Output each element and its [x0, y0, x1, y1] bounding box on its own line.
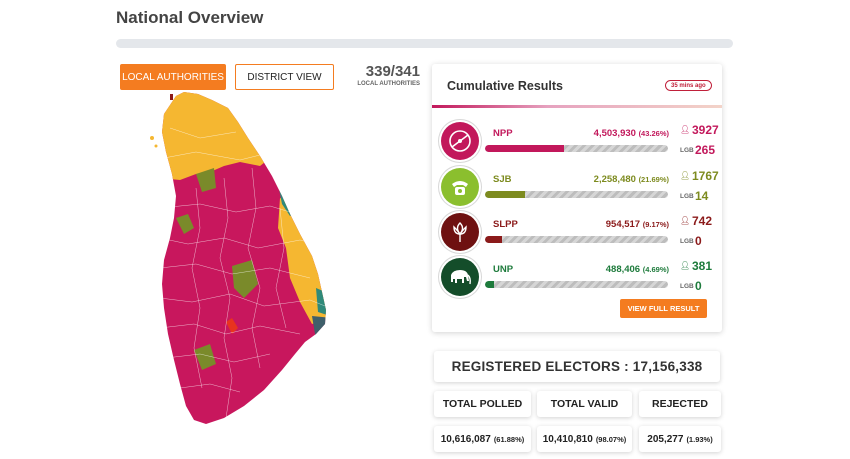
vote-bar-fill: [485, 191, 525, 198]
stat-number: 205,277: [647, 433, 684, 445]
party-votes: 488,406 (4.69%): [606, 264, 669, 275]
party-name: SLPP: [493, 219, 518, 230]
party-votes: 954,517 (9.17%): [606, 219, 669, 230]
votes-value: 4,503,930: [593, 128, 636, 139]
total-valid-value: 10,410,810 (98.07%): [537, 426, 632, 452]
lgb-label: LGB: [680, 193, 694, 200]
map-marker: [170, 94, 173, 100]
counter-value: 339/341: [365, 63, 420, 80]
west-other-region: [176, 214, 194, 234]
stat-number: 10,410,810: [542, 433, 593, 445]
red-highlight-region: [226, 318, 238, 334]
person-icon: 👤︎: [680, 171, 691, 180]
island-dot: [150, 136, 154, 140]
district-boundaries: [162, 127, 326, 419]
vote-bar: [485, 236, 668, 243]
party-row-npp[interactable]: NPP 4,503,930 (43.26%) 👤︎ 3927 LGB 265: [432, 122, 722, 166]
rejected-label: REJECTED: [639, 391, 721, 417]
slpp-flower-icon: [441, 213, 479, 251]
votes-value: 954,517: [605, 219, 641, 230]
district-view-button[interactable]: DISTRICT VIEW: [235, 64, 334, 90]
results-title: Cumulative Results: [447, 79, 564, 93]
party-row-unp[interactable]: UNP 488,406 (4.69%) 👤︎ 381 LGB 0: [432, 258, 722, 302]
party-name: NPP: [493, 128, 513, 139]
votes-pct: (4.69%): [642, 265, 669, 274]
page-title: National Overview: [116, 8, 264, 27]
stat-number: 10,616,087: [440, 433, 491, 445]
party-name: SJB: [493, 174, 512, 185]
lgb-label: LGB: [680, 147, 694, 154]
votes-pct: (9.17%): [642, 220, 669, 229]
top-progress-bar: [116, 39, 733, 48]
stat-pct: (1.93%): [686, 434, 713, 444]
person-icon: 👤︎: [680, 261, 691, 270]
card-divider: [432, 105, 722, 108]
vote-bar-fill: [485, 236, 502, 243]
sri-lanka-map[interactable]: [140, 88, 340, 438]
lgb-value: 0: [695, 279, 702, 293]
registered-electors: REGISTERED ELECTORS : 17,156,338: [434, 351, 720, 382]
person-icon: 👤︎: [680, 125, 691, 134]
party-row-sjb[interactable]: SJB 2,258,480 (21.69%) 👤︎ 1767 LGB 14: [432, 168, 722, 212]
north-other-region: [196, 168, 216, 192]
seat-count: 742: [692, 214, 713, 228]
seat-count: 1767: [692, 169, 719, 183]
party-votes: 4,503,930 (43.26%): [594, 128, 669, 139]
lgb-value: 0: [695, 234, 702, 248]
total-polled-value: 10,616,087 (61.88%): [434, 426, 531, 452]
stat-pct: (61.88%): [493, 434, 525, 444]
authority-counter: 339/341 LOCAL AUTHORITIES: [340, 63, 420, 87]
central-other-region: [232, 260, 258, 298]
sjb-telephone-icon: [441, 168, 479, 206]
cumulative-results-card: Cumulative Results 35 mins ago NPP 4,503…: [432, 64, 722, 332]
votes-value: 488,406: [605, 264, 641, 275]
unp-elephant-icon: [441, 258, 479, 296]
seat-count: 3927: [692, 123, 719, 137]
votes-value: 2,258,480: [593, 174, 636, 185]
vote-bar-fill: [485, 145, 565, 152]
counter-label: LOCAL AUTHORITIES: [357, 81, 420, 87]
lgb-label: LGB: [680, 283, 694, 290]
person-icon: 👤︎: [680, 216, 691, 225]
rejected-value: 205,277 (1.93%): [639, 426, 721, 452]
south-other-region: [194, 344, 216, 370]
party-name: UNP: [493, 264, 514, 275]
votes-pct: (43.26%): [638, 129, 669, 138]
npp-compass-icon: [441, 122, 479, 160]
south-east-dark-region: [312, 316, 326, 340]
total-valid-label: TOTAL VALID: [537, 391, 632, 417]
view-full-result-button[interactable]: VIEW FULL RESULT: [620, 299, 707, 318]
vote-bar-fill: [485, 281, 494, 288]
local-authorities-button[interactable]: LOCAL AUTHORITIES: [120, 64, 226, 90]
time-badge: 35 mins ago: [665, 80, 712, 91]
vote-bar: [485, 145, 668, 152]
vote-bar: [485, 191, 668, 198]
map-regions: [150, 92, 326, 424]
lgb-value: 265: [695, 143, 716, 157]
party-votes: 2,258,480 (21.69%): [594, 174, 669, 185]
lgb-label: LGB: [680, 238, 694, 245]
seat-count: 381: [692, 259, 713, 273]
party-row-slpp[interactable]: SLPP 954,517 (9.17%) 👤︎ 742 LGB 0: [432, 213, 722, 257]
total-polled-label: TOTAL POLLED: [434, 391, 531, 417]
vote-bar: [485, 281, 668, 288]
stat-pct: (98.07%): [595, 434, 627, 444]
lgb-value: 14: [695, 189, 709, 203]
votes-pct: (21.69%): [638, 175, 669, 184]
island-dot-2: [154, 144, 158, 148]
east-teal-region-2: [316, 288, 326, 316]
